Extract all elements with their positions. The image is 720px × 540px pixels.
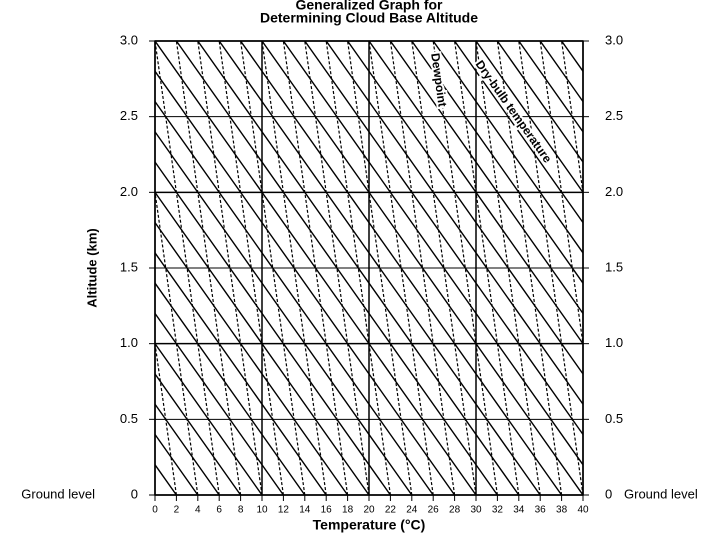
x-tick-label: 30 — [470, 505, 482, 516]
x-tick-label: 2 — [174, 505, 180, 516]
x-tick-label: 8 — [238, 505, 244, 516]
x-tick-label: 34 — [513, 505, 525, 516]
x-tick-label: 14 — [299, 505, 311, 516]
y-axis-label: Altitude (km) — [84, 228, 99, 307]
x-tick-label: 4 — [195, 505, 201, 516]
x-tick-label: 24 — [406, 505, 418, 516]
x-tick-label: 0 — [152, 505, 158, 516]
x-tick-label: 26 — [428, 505, 440, 516]
x-tick-label: 6 — [216, 505, 222, 516]
x-tick-label: 10 — [256, 505, 268, 516]
x-tick-label: 20 — [363, 505, 375, 516]
y-tick-label: 0 — [605, 486, 612, 501]
x-tick-label: 38 — [556, 505, 568, 516]
x-tick-label: 32 — [492, 505, 504, 516]
x-axis-label: Temperature (°C) — [313, 517, 426, 533]
y-tick-label: 3.0 — [120, 32, 138, 47]
x-tick-label: 28 — [449, 505, 461, 516]
x-tick-label: 12 — [278, 505, 290, 516]
x-tick-label: 36 — [535, 505, 547, 516]
y-tick-label: 0.5 — [605, 411, 623, 426]
y-tick-label: 0 — [131, 486, 138, 501]
y-tick-label: 2.5 — [120, 108, 138, 123]
y-tick-label: 0.5 — [120, 411, 138, 426]
y-tick-label: 1.5 — [605, 259, 623, 274]
y-tick-label: 2.0 — [120, 184, 138, 199]
x-tick-label: 22 — [385, 505, 397, 516]
y-tick-label: 1.0 — [605, 335, 623, 350]
chart-title: Generalized Graph for — [295, 0, 443, 13]
y-tick-label: 2.0 — [605, 184, 623, 199]
y-tick-label: 1.5 — [120, 259, 138, 274]
chart-title: Determining Cloud Base Altitude — [260, 10, 478, 26]
x-tick-label: 16 — [321, 505, 333, 516]
x-tick-label: 40 — [577, 505, 589, 516]
y-tick-label: 3.0 — [605, 32, 623, 47]
x-tick-label: 18 — [342, 505, 354, 516]
ground-label: Ground level — [21, 486, 95, 501]
ground-label: Ground level — [624, 486, 698, 501]
y-tick-label: 1.0 — [120, 335, 138, 350]
y-tick-label: 2.5 — [605, 108, 623, 123]
